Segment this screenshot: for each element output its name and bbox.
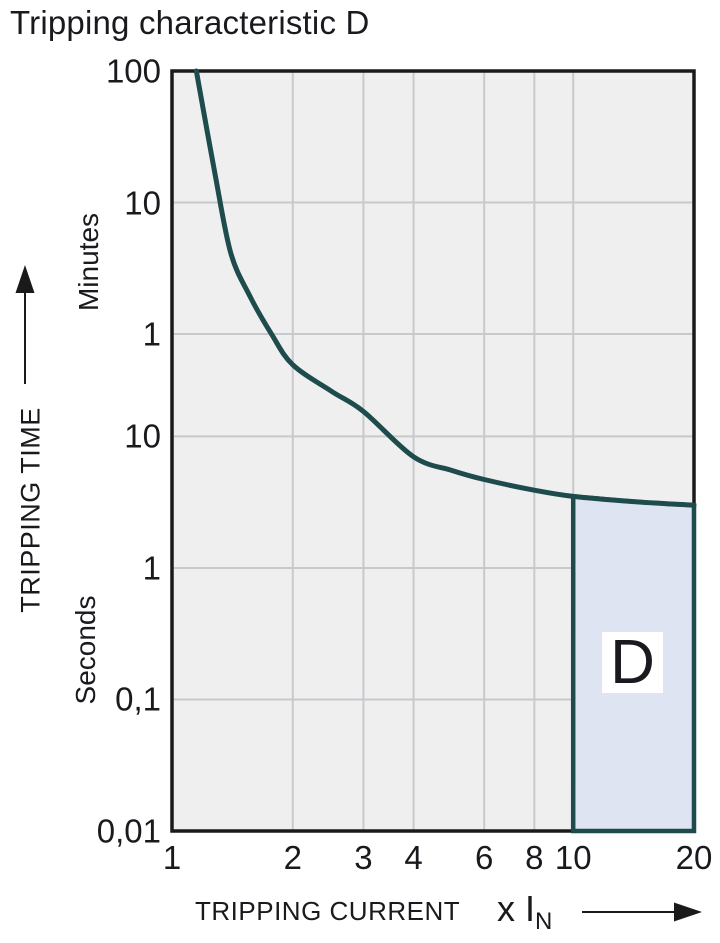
region-label-badge: D [602, 627, 663, 697]
x-tick-label-2: 2 [283, 839, 302, 876]
x-tick-label-6: 6 [475, 839, 494, 876]
y-unit-seconds-label: Seconds [70, 595, 101, 705]
tripping-curve [193, 68, 697, 508]
x-axis-title: TRIPPING CURRENT [195, 896, 461, 926]
x-tick-label-8: 8 [525, 839, 544, 876]
region-label: D [610, 627, 655, 697]
y-tick-label-seconds-0_1: 0,1 [115, 680, 161, 718]
chart-title: Tripping characteristic D [10, 4, 370, 41]
x-axis-unit: x IN [497, 888, 552, 936]
x-tick-label-4: 4 [404, 839, 423, 876]
x-tick-label-1: 1 [162, 839, 182, 876]
x-tick-label-20: 20 [675, 839, 713, 876]
y-tick-label-seconds-10: 10 [124, 417, 161, 455]
y-tick-label-seconds-0_01: 0,01 [96, 812, 161, 850]
x-axis-unit-subscript: N [535, 908, 553, 935]
x-tick-label-10: 10 [554, 839, 592, 876]
y-tick-label-minutes-10: 10 [124, 184, 161, 222]
y-tick-label-minutes-100: 100 [105, 52, 161, 90]
y-tick-label-seconds-1: 1 [142, 549, 161, 587]
y-tick-label-minutes-1: 1 [142, 315, 161, 353]
y-unit-minutes-label: Minutes [73, 212, 104, 312]
y-axis-title: TRIPPING TIME [15, 407, 46, 613]
x-axis-arrow-icon [674, 902, 702, 922]
y-axis-arrow-icon [15, 265, 35, 293]
x-axis-unit-prefix: x I [497, 888, 536, 929]
plot-border [170, 69, 696, 833]
x-tick-label-3: 3 [354, 839, 373, 876]
